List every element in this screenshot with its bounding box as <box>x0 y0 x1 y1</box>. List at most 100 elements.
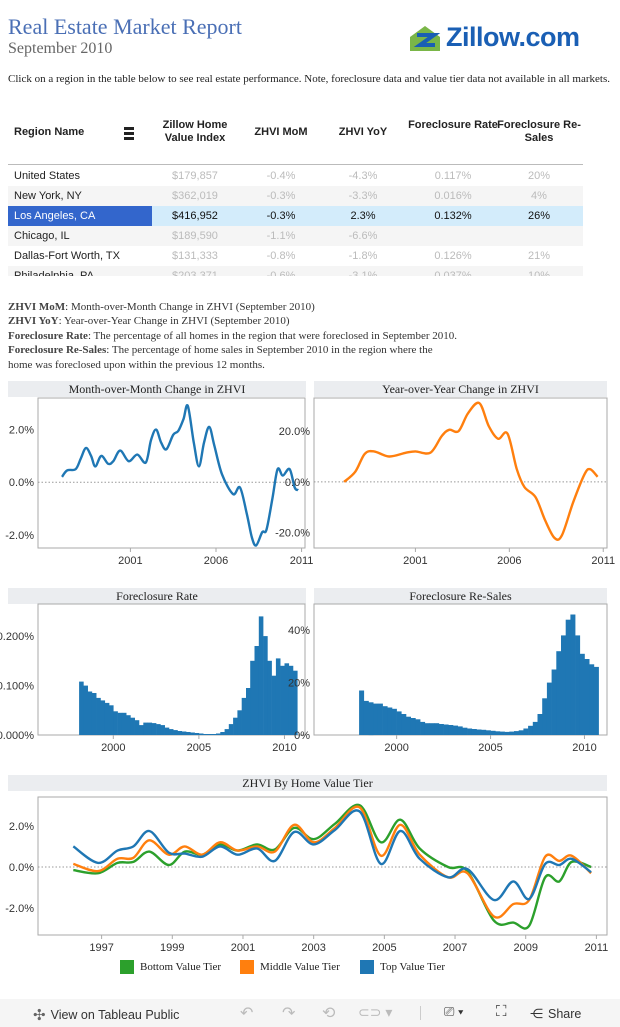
bar[interactable] <box>481 729 487 735</box>
bar[interactable] <box>263 636 268 735</box>
bar[interactable] <box>514 731 519 735</box>
bar[interactable] <box>485 730 491 735</box>
bar[interactable] <box>532 721 538 735</box>
bar[interactable] <box>368 702 374 736</box>
bar[interactable] <box>220 732 225 735</box>
bar[interactable] <box>495 731 501 735</box>
bar[interactable] <box>267 660 272 735</box>
table-row[interactable]: Chicago, IL $189,590 -1.1% -6.6% <box>8 226 583 246</box>
refresh-icon[interactable]: ⊂⊃ ▾ <box>358 1004 393 1020</box>
bar[interactable] <box>87 691 93 736</box>
col-zhvi[interactable]: Zillow Home Value Index <box>162 119 228 144</box>
bar[interactable] <box>173 730 178 735</box>
bar[interactable] <box>575 635 581 735</box>
bar[interactable] <box>207 734 212 735</box>
bar[interactable] <box>556 651 562 735</box>
bar[interactable] <box>284 663 290 735</box>
series-line-2[interactable] <box>72 809 592 902</box>
series-line-1[interactable] <box>72 805 592 919</box>
bar[interactable] <box>288 665 294 735</box>
legend-item-middle[interactable]: Middle Value Tier <box>240 960 340 974</box>
bar[interactable] <box>271 675 277 735</box>
table-row[interactable]: Philadelphia, PA $203,371 -0.6% -3.1% 0.037%… <box>8 266 583 276</box>
bar[interactable] <box>181 731 187 736</box>
col-zhvi-mom[interactable]: ZHVI MoM <box>254 126 308 138</box>
yoy-chart[interactable]: 20.0% 0.0% -20.0% 2001 2006 2011 <box>275 397 615 567</box>
bar[interactable] <box>117 712 123 735</box>
bar[interactable] <box>126 715 131 735</box>
bar[interactable] <box>280 665 285 735</box>
revert-icon[interactable]: ⟲ <box>322 1005 336 1022</box>
sort-descending-icon[interactable]: ▬ ▬ ▬ <box>124 122 134 143</box>
bar[interactable] <box>584 659 590 735</box>
table-row[interactable]: United States $179,857 -0.4% -4.3% 0.117% 20% <box>8 166 583 186</box>
bar[interactable] <box>518 730 524 735</box>
bar[interactable] <box>415 719 421 735</box>
bar[interactable] <box>147 722 153 735</box>
legend-item-top[interactable]: Top Value Tier <box>360 960 445 974</box>
bar[interactable] <box>593 666 599 735</box>
bar[interactable] <box>96 697 101 735</box>
bar[interactable] <box>211 734 217 735</box>
bar[interactable] <box>359 690 365 736</box>
bar[interactable] <box>241 697 247 735</box>
region-name-cell[interactable]: United States <box>14 170 81 182</box>
bar[interactable] <box>579 653 585 735</box>
table-row[interactable]: Dallas-Fort Worth, TX $131,333 -0.8% -1.8% 0… <box>8 246 583 266</box>
share-button[interactable]: ⋲ Share <box>530 1006 581 1022</box>
bar[interactable] <box>504 731 510 735</box>
bar[interactable] <box>83 685 88 735</box>
bar[interactable] <box>565 619 571 735</box>
bar[interactable] <box>151 723 157 735</box>
redo-icon[interactable]: ↷ <box>282 1005 296 1022</box>
bar[interactable] <box>113 711 118 735</box>
bar[interactable] <box>523 728 529 736</box>
bar[interactable] <box>100 700 106 735</box>
bar[interactable] <box>499 731 505 735</box>
mom-chart[interactable]: 2.0% 0.0% -2.0% 2001 2006 2011 <box>5 397 313 567</box>
bar[interactable] <box>363 700 369 735</box>
table-row[interactable]: Los Angeles, CA $416,952 -0.3% 2.3% 0.132% 26… <box>8 206 583 226</box>
bar[interactable] <box>164 727 170 735</box>
bar[interactable] <box>509 731 515 735</box>
bar[interactable] <box>275 658 281 735</box>
yoy-line[interactable] <box>343 401 599 541</box>
bar[interactable] <box>194 733 200 735</box>
bar[interactable] <box>228 724 234 735</box>
bar[interactable] <box>434 723 440 735</box>
bar[interactable] <box>254 646 260 735</box>
bar[interactable] <box>391 708 397 735</box>
bar[interactable] <box>448 725 454 735</box>
bar[interactable] <box>457 726 463 735</box>
col-zhvi-yoy[interactable]: ZHVI YoY <box>338 126 388 138</box>
bar[interactable] <box>382 706 388 735</box>
bar[interactable] <box>467 728 473 736</box>
region-name-cell[interactable]: Philadelphia, PA <box>14 270 94 276</box>
bar[interactable] <box>190 732 195 736</box>
bar[interactable] <box>453 725 458 735</box>
region-name-cell[interactable]: Dallas-Fort Worth, TX <box>14 250 120 262</box>
series-line-0[interactable] <box>73 803 592 930</box>
bar[interactable] <box>139 725 144 735</box>
bar[interactable] <box>438 724 444 735</box>
bar[interactable] <box>160 725 165 735</box>
bar[interactable] <box>410 718 416 735</box>
bar[interactable] <box>537 714 543 735</box>
bar[interactable] <box>462 727 468 735</box>
bar[interactable] <box>168 729 174 735</box>
region-name-cell[interactable]: Los Angeles, CA <box>8 206 152 226</box>
bar[interactable] <box>143 722 148 735</box>
bar[interactable] <box>130 717 135 735</box>
bar[interactable] <box>546 682 552 735</box>
undo-icon[interactable]: ↶ <box>240 1005 254 1022</box>
bar[interactable] <box>104 702 110 735</box>
bar[interactable] <box>186 732 191 735</box>
bar[interactable] <box>134 720 140 735</box>
bar[interactable] <box>373 703 379 735</box>
bar[interactable] <box>561 635 566 735</box>
rate-chart[interactable]: 0.200% 0.100% 0.000% 2000 2005 2010 <box>0 603 306 754</box>
bar[interactable] <box>237 710 242 735</box>
bar[interactable] <box>109 705 114 735</box>
tier-chart[interactable]: 2.0% 0.0% -2.0% 1997 1999 2001 2003 2005 2007 200… <box>5 796 608 954</box>
bar[interactable] <box>203 734 208 735</box>
